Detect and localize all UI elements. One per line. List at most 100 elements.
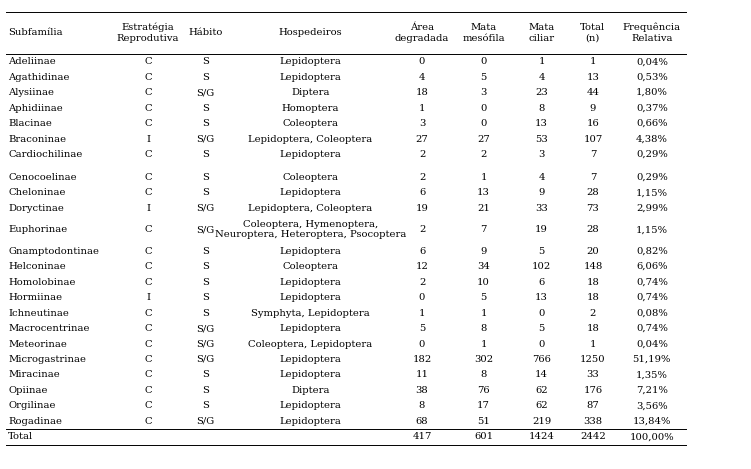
- Text: 2: 2: [419, 225, 425, 234]
- Text: Coleoptera: Coleoptera: [282, 173, 339, 182]
- Text: Cenocoelinae: Cenocoelinae: [8, 173, 77, 182]
- Text: 417: 417: [412, 432, 432, 441]
- Text: 1: 1: [481, 173, 487, 182]
- Text: 13,84%: 13,84%: [632, 417, 671, 426]
- Text: I: I: [146, 293, 150, 302]
- Text: 33: 33: [535, 204, 547, 213]
- Text: C: C: [144, 104, 152, 113]
- Text: Braconinae: Braconinae: [8, 135, 66, 144]
- Text: 9: 9: [538, 189, 544, 197]
- Text: 0,29%: 0,29%: [636, 173, 668, 182]
- Text: Lepidoptera: Lepidoptera: [279, 417, 342, 426]
- Text: 1: 1: [419, 104, 425, 113]
- Text: Coleoptera, Lepidoptera: Coleoptera, Lepidoptera: [249, 340, 372, 348]
- Text: S: S: [202, 262, 209, 271]
- Text: 51: 51: [477, 417, 490, 426]
- Text: Ichneutinae: Ichneutinae: [8, 309, 69, 318]
- Text: S: S: [202, 73, 209, 82]
- Text: S/G: S/G: [196, 324, 215, 333]
- Text: Alysiinae: Alysiinae: [8, 88, 54, 97]
- Text: S: S: [202, 57, 209, 66]
- Text: 176: 176: [584, 386, 602, 395]
- Text: Lepidoptera: Lepidoptera: [279, 189, 342, 197]
- Text: Lepidoptera: Lepidoptera: [279, 150, 342, 159]
- Text: 0,08%: 0,08%: [636, 309, 668, 318]
- Text: 23: 23: [535, 88, 547, 97]
- Text: 51,19%: 51,19%: [632, 355, 671, 364]
- Text: 3,56%: 3,56%: [636, 401, 668, 410]
- Text: 1,35%: 1,35%: [636, 371, 668, 379]
- Text: 5: 5: [538, 324, 544, 333]
- Text: 1: 1: [481, 309, 487, 318]
- Text: S/G: S/G: [196, 135, 215, 144]
- Text: 53: 53: [535, 135, 547, 144]
- Text: S/G: S/G: [196, 204, 215, 213]
- Text: 8: 8: [419, 401, 425, 410]
- Text: Coleoptera, Hymenoptera,: Coleoptera, Hymenoptera,: [243, 220, 379, 229]
- Text: 13: 13: [535, 119, 548, 128]
- Text: Doryctinae: Doryctinae: [8, 204, 64, 213]
- Text: C: C: [144, 173, 152, 182]
- Text: S: S: [202, 278, 209, 287]
- Text: Symphyta, Lepidoptera: Symphyta, Lepidoptera: [251, 309, 370, 318]
- Text: 0: 0: [419, 293, 425, 302]
- Text: 62: 62: [535, 386, 547, 395]
- Text: 2: 2: [481, 150, 487, 159]
- Text: Lepidoptera: Lepidoptera: [279, 371, 342, 379]
- Text: C: C: [144, 57, 152, 66]
- Text: 6: 6: [419, 247, 425, 256]
- Text: S: S: [202, 189, 209, 197]
- Text: 6: 6: [419, 189, 425, 197]
- Text: 102: 102: [532, 262, 551, 271]
- Text: S: S: [202, 371, 209, 379]
- Text: S: S: [202, 309, 209, 318]
- Text: S/G: S/G: [196, 355, 215, 364]
- Text: 100,00%: 100,00%: [629, 432, 674, 441]
- Text: 0,66%: 0,66%: [636, 119, 668, 128]
- Text: 33: 33: [587, 371, 599, 379]
- Text: 1250: 1250: [580, 355, 606, 364]
- Text: 9: 9: [590, 104, 596, 113]
- Text: Homoptera: Homoptera: [282, 104, 339, 113]
- Text: 148: 148: [584, 262, 602, 271]
- Text: Macrocentrinae: Macrocentrinae: [8, 324, 90, 333]
- Text: C: C: [144, 355, 152, 364]
- Text: 0,74%: 0,74%: [636, 324, 668, 333]
- Text: Lepidoptera: Lepidoptera: [279, 247, 342, 256]
- Text: 338: 338: [584, 417, 602, 426]
- Text: 0: 0: [481, 119, 487, 128]
- Text: C: C: [144, 262, 152, 271]
- Text: 87: 87: [587, 401, 599, 410]
- Text: 5: 5: [481, 293, 487, 302]
- Text: 18: 18: [587, 324, 599, 333]
- Text: 62: 62: [535, 401, 547, 410]
- Text: Microgastrinae: Microgastrinae: [8, 355, 86, 364]
- Text: 27: 27: [416, 135, 428, 144]
- Text: Helconinae: Helconinae: [8, 262, 66, 271]
- Text: 18: 18: [415, 88, 429, 97]
- Text: Estratégia
Reprodutiva: Estratégia Reprodutiva: [116, 23, 179, 43]
- Text: 2: 2: [590, 309, 596, 318]
- Text: 28: 28: [587, 189, 599, 197]
- Text: 3: 3: [481, 88, 487, 97]
- Text: 3: 3: [538, 150, 544, 159]
- Text: 182: 182: [412, 355, 432, 364]
- Text: 8: 8: [538, 104, 544, 113]
- Text: Cheloninae: Cheloninae: [8, 189, 66, 197]
- Text: 7: 7: [590, 150, 596, 159]
- Text: 1: 1: [590, 57, 596, 66]
- Text: 0,37%: 0,37%: [636, 104, 668, 113]
- Text: 1424: 1424: [529, 432, 554, 441]
- Text: C: C: [144, 417, 152, 426]
- Text: Meteorinae: Meteorinae: [8, 340, 67, 348]
- Text: C: C: [144, 119, 152, 128]
- Text: 17: 17: [477, 401, 490, 410]
- Text: 1: 1: [419, 309, 425, 318]
- Text: Hospedeiros: Hospedeiros: [279, 28, 342, 38]
- Text: Subfamília: Subfamília: [8, 28, 63, 38]
- Text: Lepidoptera: Lepidoptera: [279, 324, 342, 333]
- Text: Lepidoptera: Lepidoptera: [279, 57, 342, 66]
- Text: C: C: [144, 340, 152, 348]
- Text: 0: 0: [481, 57, 487, 66]
- Text: 601: 601: [474, 432, 493, 441]
